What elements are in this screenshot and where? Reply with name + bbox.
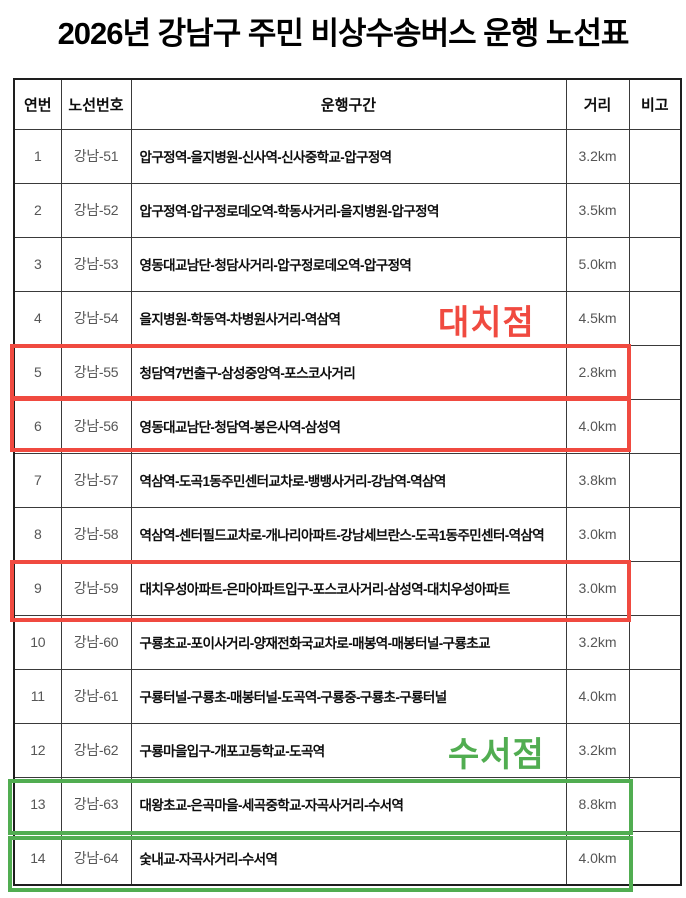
- route-section-cell: 영동대교남단-청담사거리-압구정로데오역-압구정역: [130, 236, 567, 292]
- table-row: 13 강남-63 대왕초교-은곡마을-세곡중학교-자곡사거리-수서역 8.8km: [13, 776, 682, 832]
- distance-cell: 3.8km: [565, 452, 630, 508]
- note-cell: [628, 398, 682, 454]
- route-section-cell: 숯내교-자곡사거리-수서역: [130, 830, 567, 886]
- table-row: 6 강남-56 영동대교남단-청담역-봉은사역-삼성역 4.0km: [13, 398, 682, 454]
- table-row: 1 강남-51 압구정역-을지병원-신사역-신사중학교-압구정역 3.2km: [13, 128, 682, 184]
- note-cell: [628, 128, 682, 184]
- distance-cell: 3.2km: [565, 128, 630, 184]
- route-section-cell: 구룡터널-구룡초-매봉터널-도곡역-구룡중-구룡초-구룡터널: [130, 668, 567, 724]
- table-row: 12 강남-62 구룡마을입구-개포고등학교-도곡역 3.2km: [13, 722, 682, 778]
- serial-number-cell: 8: [13, 506, 62, 562]
- distance-cell: 3.2km: [565, 614, 630, 670]
- col-header-serial: 연번: [13, 78, 62, 130]
- route-number-cell: 강남-56: [60, 398, 132, 454]
- distance-cell: 4.0km: [565, 830, 630, 886]
- note-cell: [628, 830, 682, 886]
- distance-cell: 2.8km: [565, 344, 630, 400]
- serial-number-cell: 10: [13, 614, 62, 670]
- table-row: 4 강남-54 을지병원-학동역-차병원사거리-역삼역 4.5km: [13, 290, 682, 346]
- note-cell: [628, 722, 682, 778]
- distance-cell: 5.0km: [565, 236, 630, 292]
- distance-cell: 4.0km: [565, 398, 630, 454]
- col-header-section: 운행구간: [130, 78, 567, 130]
- note-cell: [628, 668, 682, 724]
- note-cell: [628, 290, 682, 346]
- serial-number-cell: 14: [13, 830, 62, 886]
- distance-cell: 8.8km: [565, 776, 630, 832]
- route-number-cell: 강남-55: [60, 344, 132, 400]
- page-title: 2026년 강남구 주민 비상수송버스 운행 노선표: [57, 16, 630, 51]
- route-section-cell: 대왕초교-은곡마을-세곡중학교-자곡사거리-수서역: [130, 776, 567, 832]
- serial-number-cell: 5: [13, 344, 62, 400]
- distance-cell: 3.0km: [565, 560, 630, 616]
- route-number-cell: 강남-51: [60, 128, 132, 184]
- route-section-cell: 압구정역-압구정로데오역-학동사거리-을지병원-압구정역: [130, 182, 567, 238]
- note-cell: [628, 344, 682, 400]
- table-row: 8 강남-58 역삼역-센터필드교차로-개나리아파트-강남세브란스-도곡1동주민…: [13, 506, 682, 562]
- serial-number-cell: 2: [13, 182, 62, 238]
- note-cell: [628, 614, 682, 670]
- route-number-cell: 강남-62: [60, 722, 132, 778]
- col-header-distance: 거리: [565, 78, 630, 130]
- route-number-cell: 강남-64: [60, 830, 132, 886]
- note-cell: [628, 560, 682, 616]
- serial-number-cell: 11: [13, 668, 62, 724]
- route-section-cell: 대치우성아파트-은마아파트입구-포스코사거리-삼성역-대치우성아파트: [130, 560, 567, 616]
- route-section-cell: 구룡마을입구-개포고등학교-도곡역: [130, 722, 567, 778]
- route-section-cell: 압구정역-을지병원-신사역-신사중학교-압구정역: [130, 128, 567, 184]
- serial-number-cell: 6: [13, 398, 62, 454]
- distance-cell: 3.0km: [565, 506, 630, 562]
- table-row: 11 강남-61 구룡터널-구룡초-매봉터널-도곡역-구룡중-구룡초-구룡터널 …: [13, 668, 682, 724]
- col-header-route-no: 노선번호: [60, 78, 132, 130]
- route-section-cell: 역삼역-센터필드교차로-개나리아파트-강남세브란스-도곡1동주민센터-역삼역: [130, 506, 567, 562]
- serial-number-cell: 7: [13, 452, 62, 508]
- distance-cell: 4.0km: [565, 668, 630, 724]
- table-row: 9 강남-59 대치우성아파트-은마아파트입구-포스코사거리-삼성역-대치우성아…: [13, 560, 682, 616]
- bus-route-table: 연번 노선번호 운행구간 거리 비고 1 강남-51 압구정역-을지병원-신사역…: [13, 78, 682, 886]
- note-cell: [628, 452, 682, 508]
- route-section-cell: 을지병원-학동역-차병원사거리-역삼역: [130, 290, 567, 346]
- serial-number-cell: 1: [13, 128, 62, 184]
- note-cell: [628, 506, 682, 562]
- route-number-cell: 강남-58: [60, 506, 132, 562]
- route-number-cell: 강남-54: [60, 290, 132, 346]
- route-number-cell: 강남-57: [60, 452, 132, 508]
- route-section-cell: 청담역7번출구-삼성중앙역-포스코사거리: [130, 344, 567, 400]
- suseo-branch-annotation: 수서점: [448, 736, 545, 774]
- route-number-cell: 강남-60: [60, 614, 132, 670]
- route-number-cell: 강남-53: [60, 236, 132, 292]
- route-section-cell: 영동대교남단-청담역-봉은사역-삼성역: [130, 398, 567, 454]
- serial-number-cell: 3: [13, 236, 62, 292]
- route-number-cell: 강남-61: [60, 668, 132, 724]
- table-row: 7 강남-57 역삼역-도곡1동주민센터교차로-뱅뱅사거리-강남역-역삼역 3.…: [13, 452, 682, 508]
- table-row: 3 강남-53 영동대교남단-청담사거리-압구정로데오역-압구정역 5.0km: [13, 236, 682, 292]
- route-number-cell: 강남-52: [60, 182, 132, 238]
- serial-number-cell: 9: [13, 560, 62, 616]
- serial-number-cell: 13: [13, 776, 62, 832]
- route-number-cell: 강남-59: [60, 560, 132, 616]
- col-header-note: 비고: [628, 78, 682, 130]
- distance-cell: 4.5km: [565, 290, 630, 346]
- distance-cell: 3.5km: [565, 182, 630, 238]
- serial-number-cell: 4: [13, 290, 62, 346]
- note-cell: [628, 776, 682, 832]
- table-row: 2 강남-52 압구정역-압구정로데오역-학동사거리-을지병원-압구정역 3.5…: [13, 182, 682, 238]
- table-row: 14 강남-64 숯내교-자곡사거리-수서역 4.0km: [13, 830, 682, 886]
- route-number-cell: 강남-63: [60, 776, 132, 832]
- distance-cell: 3.2km: [565, 722, 630, 778]
- route-section-cell: 구룡초교-포이사거리-양재전화국교차로-매봉역-매봉터널-구룡초교: [130, 614, 567, 670]
- serial-number-cell: 12: [13, 722, 62, 778]
- table-row: 5 강남-55 청담역7번출구-삼성중앙역-포스코사거리 2.8km: [13, 344, 682, 400]
- table-row: 10 강남-60 구룡초교-포이사거리-양재전화국교차로-매봉역-매봉터널-구룡…: [13, 614, 682, 670]
- table-header-row: 연번 노선번호 운행구간 거리 비고: [13, 78, 682, 130]
- note-cell: [628, 182, 682, 238]
- route-section-cell: 역삼역-도곡1동주민센터교차로-뱅뱅사거리-강남역-역삼역: [130, 452, 567, 508]
- daechi-branch-annotation: 대치점: [438, 304, 535, 342]
- note-cell: [628, 236, 682, 292]
